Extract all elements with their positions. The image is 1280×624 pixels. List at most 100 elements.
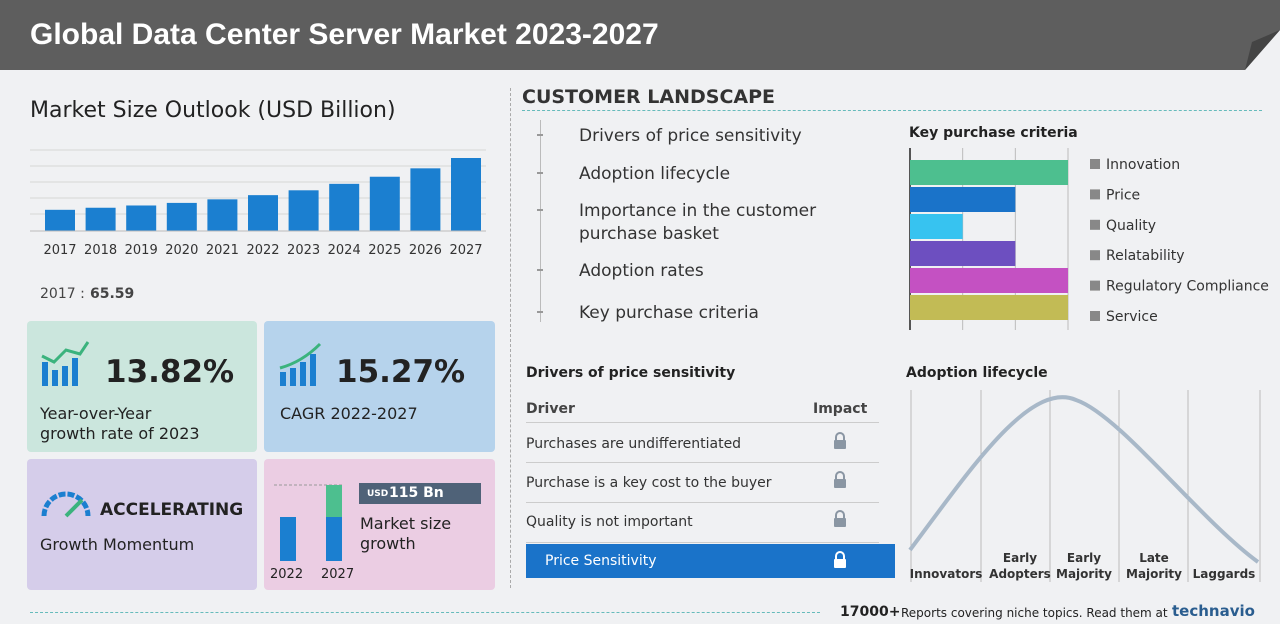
divider — [510, 88, 511, 588]
yoy-card — [27, 321, 257, 452]
list-line — [540, 120, 541, 322]
outlook-title: Market Size Outlook (USD Billion) — [30, 98, 396, 123]
footer-count: 17000+ — [840, 604, 901, 620]
growth-year: 2022 — [270, 567, 304, 582]
x-tick-label: 2023 — [287, 243, 320, 258]
bar — [451, 158, 481, 231]
highlight-label: 2017 : — [40, 286, 85, 302]
row-rule — [526, 422, 879, 423]
legend-swatch — [1090, 250, 1100, 261]
gauge-icon — [41, 491, 91, 518]
x-tick-label: 2022 — [246, 243, 279, 258]
yoy-label: Year-over-Year growth rate of 2023 — [40, 404, 200, 443]
footer-brand: technavio — [1172, 602, 1255, 620]
kpc-title: Key purchase criteria — [909, 125, 1078, 141]
bar — [248, 195, 278, 231]
bar — [369, 176, 400, 231]
list-item: Adoption lifecycle — [579, 164, 731, 184]
legend-label: Service — [1106, 309, 1158, 325]
drivers-title: Drivers of price sensitivity — [526, 365, 736, 381]
lock-body — [834, 440, 846, 449]
bullet — [537, 172, 543, 174]
momentum-label: Growth Momentum — [40, 535, 195, 554]
legend-label: Quality — [1106, 218, 1156, 234]
stage-label: Early Majority — [1056, 551, 1112, 581]
corner-fold — [1245, 30, 1280, 70]
growth-card — [264, 459, 495, 590]
growth-year: 2027 — [321, 567, 355, 582]
highlight-value: 65.59 — [90, 286, 135, 302]
lock-shackle — [835, 471, 845, 479]
lock-body — [834, 479, 846, 488]
cagr-icon — [279, 342, 322, 386]
x-tick-label: 2020 — [165, 243, 198, 258]
footer-rule — [30, 612, 820, 613]
bar — [288, 190, 319, 231]
bullet — [537, 134, 543, 136]
row-label: Purchases are undifferentiated — [526, 436, 742, 452]
title: Global Data Center Server Market 2023-20… — [30, 18, 659, 51]
list-item: Key purchase criteria — [579, 303, 759, 323]
footer-text: Reports covering niche topics. Read them… — [901, 606, 1168, 620]
growth-value: 115 Bn — [389, 485, 444, 501]
x-tick-label: 2025 — [368, 243, 401, 258]
legend-swatch — [1090, 189, 1100, 200]
growth-label: Market size growth — [360, 514, 452, 553]
row-rule — [526, 542, 879, 543]
bar — [910, 241, 1016, 266]
x-tick-label: 2024 — [328, 243, 361, 258]
bar — [329, 183, 360, 231]
bar — [126, 205, 157, 231]
lock-icon — [834, 471, 846, 488]
bullet — [537, 209, 543, 211]
landscape-title: CUSTOMER LANDSCAPE — [522, 86, 776, 108]
bar — [910, 160, 1068, 185]
yoy-icon — [41, 341, 90, 386]
bar — [910, 295, 1068, 320]
yoy-value: 13.82% — [105, 354, 235, 390]
adoption-chart — [908, 390, 1261, 582]
legend-swatch — [1090, 219, 1100, 230]
lock-shackle — [835, 432, 845, 440]
bar — [166, 202, 197, 231]
x-tick-label: 2021 — [206, 243, 239, 258]
kpc-chart: Innovation Price Quality Relatability Regula… — [909, 148, 1269, 330]
market-chart: 2017 2018 2019 2020 2021 2022 2023 2024 2025 2026… — [30, 149, 486, 258]
cagr-label: CAGR 2022-2027 — [280, 404, 418, 423]
row-rule — [526, 462, 879, 463]
x-tick-label: 2017 — [43, 243, 76, 258]
x-tick-label: 2018 — [84, 243, 117, 258]
momentum-value: ACCELERATING — [100, 500, 244, 520]
column-header: Driver — [526, 401, 575, 417]
momentum-card — [27, 459, 257, 590]
bar — [207, 199, 238, 231]
growth-badge — [359, 483, 481, 504]
legend-label: Innovation — [1106, 157, 1180, 173]
legend-label: Price — [1106, 187, 1140, 203]
x-tick-label: 2026 — [409, 243, 442, 258]
column-header: Impact — [813, 401, 868, 417]
x-tick-label: 2019 — [125, 243, 158, 258]
cagr-value: 15.27% — [336, 354, 466, 390]
bar — [85, 207, 116, 231]
legend-label: Regulatory Compliance — [1106, 279, 1269, 295]
lock-icon — [834, 551, 846, 568]
cagr-card — [264, 321, 495, 452]
stage-label: Early Adopters — [989, 551, 1051, 581]
stage-label: Innovators — [909, 567, 983, 581]
row-label: Quality is not important — [526, 514, 693, 530]
bar — [910, 214, 963, 239]
landscape-rule — [522, 110, 1262, 111]
lock-icon — [834, 432, 846, 449]
legend-swatch — [1090, 280, 1100, 291]
bar — [45, 209, 75, 231]
lock-icon — [834, 510, 846, 527]
x-tick-label: 2027 — [449, 243, 482, 258]
lock-body — [834, 518, 846, 527]
bar — [910, 187, 1016, 212]
bullet — [537, 269, 543, 271]
list-item: Importance in the customer purchase bask… — [579, 201, 817, 244]
bar — [910, 268, 1068, 293]
stage-label: Late Majority — [1126, 551, 1182, 581]
bar — [410, 168, 441, 231]
